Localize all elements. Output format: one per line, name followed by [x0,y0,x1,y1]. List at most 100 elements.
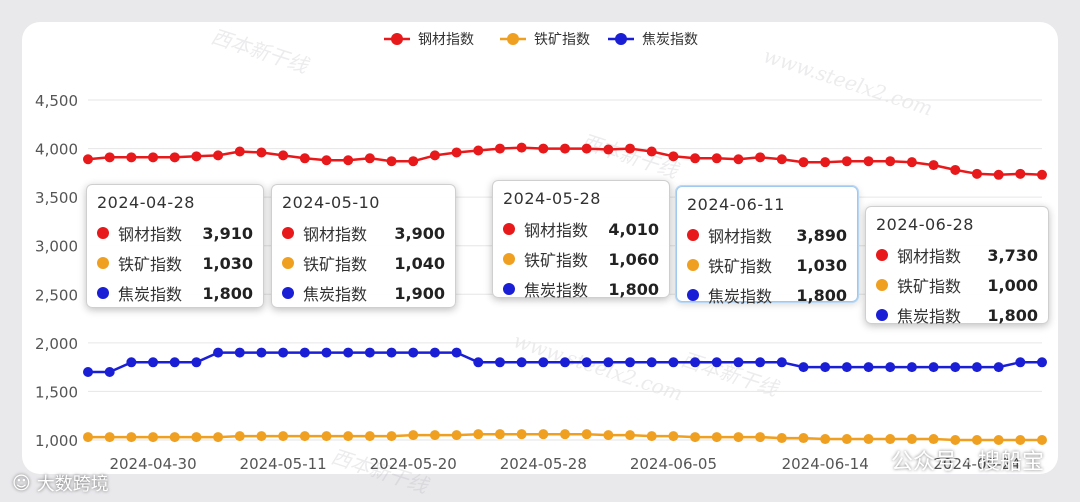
data-point [906,434,917,445]
data-point [690,357,701,368]
x-tick-label: 2024-06-05 [630,455,717,473]
data-point [950,362,961,373]
legend: 钢材指数 铁矿指数 焦炭指数 [384,32,698,48]
tooltip-value: 1,800 [202,283,253,303]
y-tick-label: 2,500 [35,286,78,304]
data-point [863,434,874,445]
data-point [278,347,289,358]
footer-left-label: 大数跨境 [36,474,109,495]
data-point [451,430,462,441]
data-point [191,151,202,162]
data-point [429,430,440,441]
data-point [820,157,831,168]
data-point [733,432,744,443]
data-point [429,347,440,358]
tooltip-series-name: 焦炭指数 [524,281,589,300]
data-point [364,153,375,164]
tooltip-series-name: 钢材指数 [897,247,962,266]
x-tick-label: 2024-06-24 [933,455,1020,473]
legend-label: 焦炭指数 [642,32,698,48]
y-axis: 1,000 1,500 2,000 2,500 3,000 3,500 4,000 4,500 [35,92,78,450]
data-point [906,362,917,373]
data-point [776,433,787,444]
data-point [234,431,245,442]
data-point [776,357,787,368]
series-dot-icon [282,227,294,239]
data-point [169,357,180,368]
data-point [798,362,809,373]
data-point [733,357,744,368]
tooltip-date: 2024-04-28 [97,193,195,212]
tooltip-series-name: 焦炭指数 [708,287,773,306]
data-point [364,347,375,358]
data-point [950,435,961,445]
tooltip-series-name: 焦炭指数 [897,307,962,326]
legend-marker [615,33,627,45]
tooltip: 2024-04-28 钢材指数 3,910 铁矿指数 1,030 焦炭指数 1,800 [86,184,264,308]
data-point [603,144,614,155]
tooltip: 2024-06-28 钢材指数 3,730 铁矿指数 1,000 焦炭指数 1,800 [865,206,1049,326]
series-dot-icon [97,227,109,239]
tooltip-series-name: 铁矿指数 [524,251,589,270]
tooltip-row: 焦炭指数 1,800 [876,300,1038,330]
data-point [755,432,766,443]
data-point [386,156,397,167]
data-point [83,367,93,377]
series-dot-icon [282,287,294,299]
data-point [885,156,896,167]
tooltip-row: 焦炭指数 1,900 [282,278,445,308]
tooltip-value: 1,800 [608,279,659,299]
data-point [278,150,289,161]
footer-right-label: 公众号 · 搜船宝 [891,450,1044,475]
data-point [256,431,267,442]
tooltip-value: 3,900 [394,223,445,243]
data-point [711,153,722,164]
data-point [473,145,484,156]
data-point [971,362,982,373]
data-point [169,432,180,443]
data-point [668,151,679,162]
tooltip-row: 铁矿指数 1,000 [876,270,1038,300]
tooltip-value: 1,040 [394,253,445,273]
data-point [299,431,310,442]
data-point [451,347,462,358]
data-point [516,429,527,440]
tooltip-value: 1,030 [202,253,253,273]
y-tick-label: 3,000 [35,238,78,256]
data-point [213,347,224,358]
tooltip-series-name: 焦炭指数 [118,285,183,304]
tooltip-row: 钢材指数 4,010 [503,214,659,244]
data-point [473,429,484,440]
data-point [83,154,93,165]
data-point [798,157,809,168]
data-point [1015,168,1026,179]
data-point [581,429,592,440]
tooltip-value: 3,730 [987,245,1038,265]
data-point [234,347,245,358]
series-dot-icon [503,283,515,295]
data-point [646,431,657,442]
data-point [560,143,570,154]
data-point [169,152,180,163]
data-point [386,347,397,358]
data-point [494,357,505,368]
data-point [148,432,159,443]
data-point [625,430,636,441]
x-tick-label: 2024-05-11 [240,455,327,473]
series-dot-icon [687,289,699,301]
series-dot-icon [687,259,699,271]
x-tick-label: 2024-04-30 [109,455,196,473]
data-point [191,432,202,443]
data-point [928,434,939,445]
y-tick-label: 2,000 [35,335,78,353]
y-tick-label: 1,000 [35,432,78,450]
data-point [646,146,657,157]
data-point [321,155,332,166]
series-dot-icon [503,253,515,265]
data-point [625,357,636,368]
tooltip-row: 铁矿指数 1,060 [503,244,659,274]
data-point [711,432,722,443]
tooltip-row: 铁矿指数 1,040 [282,248,445,278]
data-point [1037,435,1047,445]
